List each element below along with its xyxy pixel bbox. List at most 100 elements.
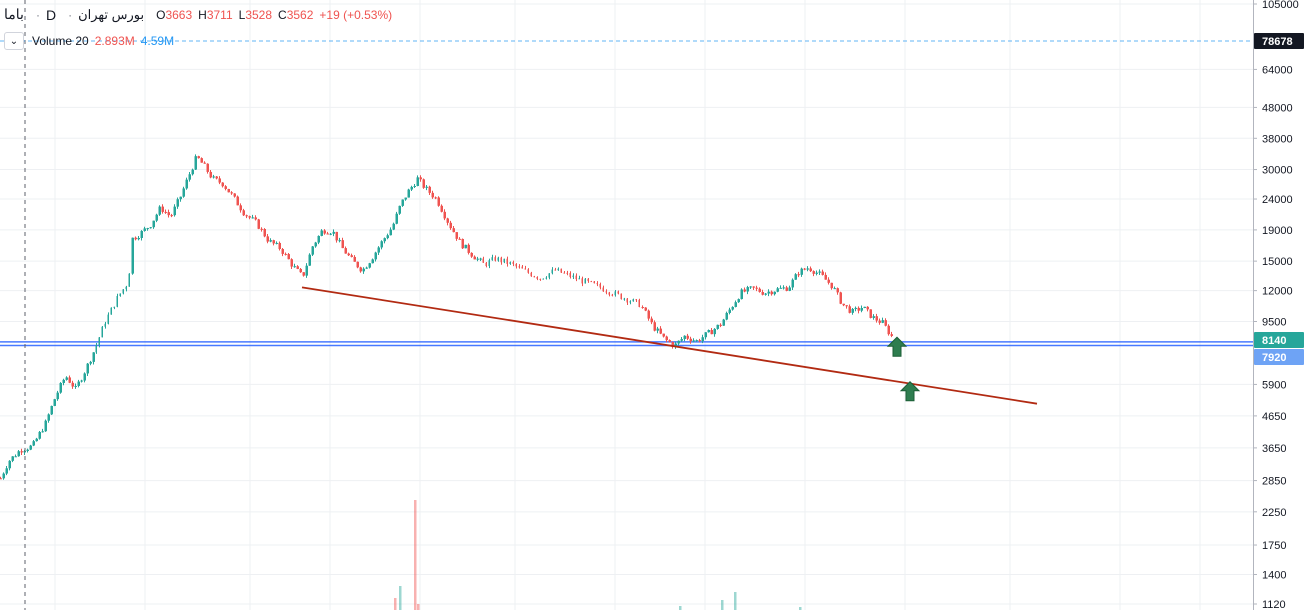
candle-body	[749, 286, 752, 288]
candle-body	[35, 438, 38, 442]
chevron-down-icon[interactable]: ⌄	[4, 32, 24, 50]
axis-tick-label: 38000	[1262, 133, 1293, 145]
candle-body	[626, 298, 628, 303]
candle-body	[320, 230, 323, 236]
candle-body	[185, 179, 188, 189]
candle-body	[557, 268, 559, 271]
candle-body	[563, 272, 565, 274]
arrow-markers[interactable]	[886, 336, 921, 402]
volume-bar	[417, 604, 420, 610]
candle-body	[857, 307, 860, 311]
candle-body	[848, 306, 851, 313]
candle-body	[2, 473, 5, 479]
candle-body	[110, 307, 112, 315]
candle-body	[740, 289, 743, 300]
candle-body	[752, 286, 755, 288]
candle-body	[725, 312, 728, 320]
horizontal-lines[interactable]	[0, 341, 1253, 347]
price-badge-bg	[1254, 349, 1304, 365]
candle-body	[776, 288, 779, 292]
candle-body	[572, 275, 574, 278]
candle-body	[53, 399, 56, 406]
candle-body	[425, 186, 428, 188]
resolution[interactable]: D	[45, 6, 57, 23]
candle-body	[434, 197, 437, 199]
candle-body	[203, 162, 206, 164]
axis-tick-label: 9500	[1262, 316, 1286, 328]
candle-body	[236, 196, 239, 206]
volume-bar	[394, 598, 397, 610]
volume-label[interactable]: Volume 20	[32, 34, 89, 48]
candle-body	[86, 363, 89, 374]
trendline[interactable]	[301, 286, 1038, 405]
candle-body	[188, 174, 191, 180]
candle-body	[632, 299, 634, 302]
candle-body	[611, 294, 613, 296]
candle-body	[341, 240, 344, 249]
candle-body	[782, 287, 785, 289]
candle-body	[854, 307, 857, 309]
candle-body	[608, 292, 610, 295]
candle-body	[797, 274, 800, 276]
candle-body	[494, 257, 496, 261]
candle-body	[176, 199, 179, 207]
candle-body	[677, 340, 680, 344]
candle-body	[209, 171, 212, 178]
candle-body	[98, 337, 100, 346]
candle-body	[698, 340, 701, 342]
candle-body	[224, 186, 227, 189]
low-label: L	[238, 7, 246, 22]
legend-separator: ·	[35, 7, 40, 22]
price-axis[interactable]: 105000 64000 48000 38000 30000 24000 19000 1500…	[1253, 0, 1305, 610]
candle-body	[638, 299, 640, 308]
candle-body	[29, 445, 32, 450]
candle-body	[461, 238, 464, 249]
high-value: 3711	[206, 7, 233, 22]
candle-body	[731, 306, 734, 310]
candle-body	[317, 235, 320, 243]
candle-body	[890, 334, 893, 336]
candle-body	[824, 274, 827, 280]
candle-body	[527, 269, 529, 273]
candle-body	[140, 230, 143, 238]
candle-body	[158, 206, 161, 215]
candle-body	[758, 288, 761, 292]
candle-body	[746, 287, 749, 292]
candle-body	[566, 272, 568, 274]
candle-body	[650, 318, 653, 323]
candle-body	[11, 456, 14, 461]
candle-body	[827, 279, 830, 283]
volume-bar	[414, 500, 417, 610]
candle-body	[836, 288, 839, 293]
candle-body	[311, 246, 314, 255]
chart-legend: باما · D · بورس تهران O 3663 H 3711 L 3528 …	[4, 6, 398, 23]
candle-body	[26, 449, 29, 452]
candle-body	[38, 431, 41, 439]
volume-bar	[679, 606, 682, 610]
candle-body	[821, 271, 824, 275]
candle-body	[287, 254, 290, 260]
candle-body	[299, 268, 302, 273]
candle-body	[485, 262, 487, 267]
candle-body	[617, 291, 619, 294]
candle-body	[119, 293, 121, 297]
candle-body	[587, 278, 589, 282]
candle-body	[263, 228, 266, 237]
candle-body	[737, 299, 740, 303]
high-label: H	[198, 7, 207, 22]
candle-body	[161, 206, 164, 212]
axis-tick-label: 19000	[1262, 225, 1293, 237]
candle-body	[497, 257, 499, 261]
candle-body	[152, 220, 155, 228]
symbol-name[interactable]: باما	[4, 6, 24, 22]
candle-body	[800, 268, 803, 275]
candle-body	[530, 272, 532, 277]
candle-body	[0, 478, 2, 480]
candle-body	[101, 326, 103, 338]
candle-body	[167, 212, 170, 216]
candle-body	[245, 215, 248, 217]
candle-body	[773, 291, 776, 295]
candle-body	[251, 217, 254, 219]
candle-body	[143, 228, 146, 231]
